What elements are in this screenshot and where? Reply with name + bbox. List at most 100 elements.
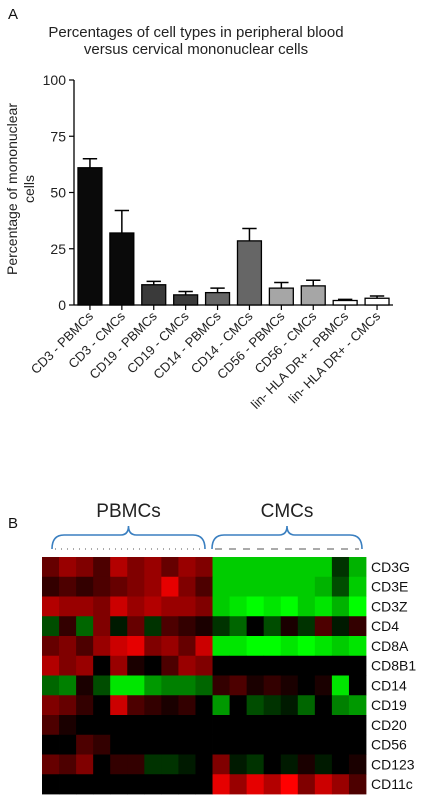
heatmap-cell (59, 675, 77, 696)
bar (364, 297, 390, 306)
heatmap-group-label: PBMCs (96, 501, 160, 522)
heatmap-cell (127, 636, 145, 657)
heatmap-cell (93, 774, 111, 795)
heatmap-cell (314, 576, 333, 597)
heatmap-cell (161, 754, 179, 775)
heatmap-cell (161, 576, 179, 597)
heatmap-cell (348, 754, 367, 775)
heatmap-cell (127, 616, 145, 637)
heatmap-cell (110, 596, 128, 617)
heatmap-cell (110, 675, 128, 696)
heatmap-cell (280, 636, 299, 657)
heatmap-cell (229, 655, 248, 676)
heatmap-cell (59, 754, 77, 775)
heatmap-cell (110, 557, 128, 578)
heatmap-cell (110, 616, 128, 637)
heatmap-cell (331, 655, 350, 676)
heatmap-cell (144, 754, 162, 775)
heatmap-cell (348, 616, 367, 637)
heatmap-cell (110, 754, 128, 775)
heatmap-cell (42, 557, 60, 578)
heatmap-cell (161, 715, 179, 736)
panel-a-label: A (8, 6, 18, 23)
heatmap-cell (42, 636, 60, 657)
heatmap-cell (331, 636, 350, 657)
heatmap-cell (297, 636, 316, 657)
heatmap-cell (263, 675, 282, 696)
heatmap-cell (212, 774, 230, 795)
heatmap-cell (331, 754, 350, 775)
heatmap-cell (59, 557, 77, 578)
heatmap-cell (110, 695, 128, 716)
heatmap-cell (229, 695, 248, 716)
heatmap-cell (297, 675, 316, 696)
chart-subtitle: versus cervical mononuclear cells (84, 41, 308, 58)
heatmap-cell (297, 715, 316, 736)
heatmap-cell (127, 557, 145, 578)
heatmap-cell (178, 754, 196, 775)
bar (236, 240, 263, 306)
heatmap-cell (348, 596, 367, 617)
heatmap-row-label: CD3Z (371, 598, 408, 614)
heatmap-cell (280, 596, 299, 617)
heatmap-cell (263, 655, 282, 676)
heatmap-cell (178, 695, 196, 716)
heatmap-cell (212, 576, 230, 597)
y-tick-label: 0 (58, 297, 66, 313)
heatmap-cell (178, 596, 196, 617)
heatmap-cell (144, 616, 162, 637)
heatmap-cell (76, 695, 94, 716)
heatmap-cell (42, 754, 60, 775)
heatmap-cell (93, 655, 111, 676)
heatmap-cell (93, 715, 111, 736)
heatmap-cell (127, 695, 145, 716)
heatmap-cell (280, 557, 299, 578)
heatmap-cell (76, 774, 94, 795)
heatmap-cell (144, 675, 162, 696)
heatmap-cell (93, 596, 111, 617)
heatmap-cell (348, 655, 367, 676)
heatmap-cell (263, 616, 282, 637)
heatmap-cell (297, 557, 316, 578)
heatmap-cell (348, 774, 367, 795)
heatmap-cell (297, 616, 316, 637)
bar (332, 299, 358, 306)
heatmap-cell (144, 655, 162, 676)
heatmap-cell (59, 695, 77, 716)
heatmap-row-label: CD123 (371, 756, 415, 772)
heatmap-cell (178, 616, 196, 637)
heatmap-cell (263, 734, 282, 755)
heatmap-cell (110, 636, 128, 657)
heatmap-row-label: CD4 (371, 618, 399, 634)
heatmap-cell (178, 675, 196, 696)
heatmap-cell (246, 655, 265, 676)
heatmap-cell (348, 734, 367, 755)
heatmap-cell (246, 576, 265, 597)
heatmap-cell (263, 636, 282, 657)
heatmap-cell (246, 616, 265, 637)
y-axis-label-line-2: cells (21, 175, 37, 203)
bar (109, 232, 135, 306)
heatmap-row-label: CD19 (371, 697, 407, 713)
heatmap-cell (263, 754, 282, 775)
heatmap-cell (280, 655, 299, 676)
heatmap-cell (76, 715, 94, 736)
heatmap-cell (314, 774, 333, 795)
heatmap-cell (93, 557, 111, 578)
heatmap-cell (331, 695, 350, 716)
heatmap-group-bracket (51, 525, 206, 550)
heatmap-cell (348, 576, 367, 597)
y-axis-label-line-1: Percentage of mononuclear (4, 103, 20, 275)
heatmap-cell (76, 557, 94, 578)
heatmap-cell (246, 557, 265, 578)
heatmap-cell (297, 576, 316, 597)
heatmap-cell (42, 576, 60, 597)
heatmap-cell (161, 557, 179, 578)
heatmap-cell (195, 754, 213, 775)
heatmap-cell (246, 675, 265, 696)
heatmap-cell (246, 754, 265, 775)
heatmap-cell (161, 774, 179, 795)
heatmap-cell (59, 715, 77, 736)
heatmap-cell (59, 734, 77, 755)
heatmap-cell (314, 695, 333, 716)
